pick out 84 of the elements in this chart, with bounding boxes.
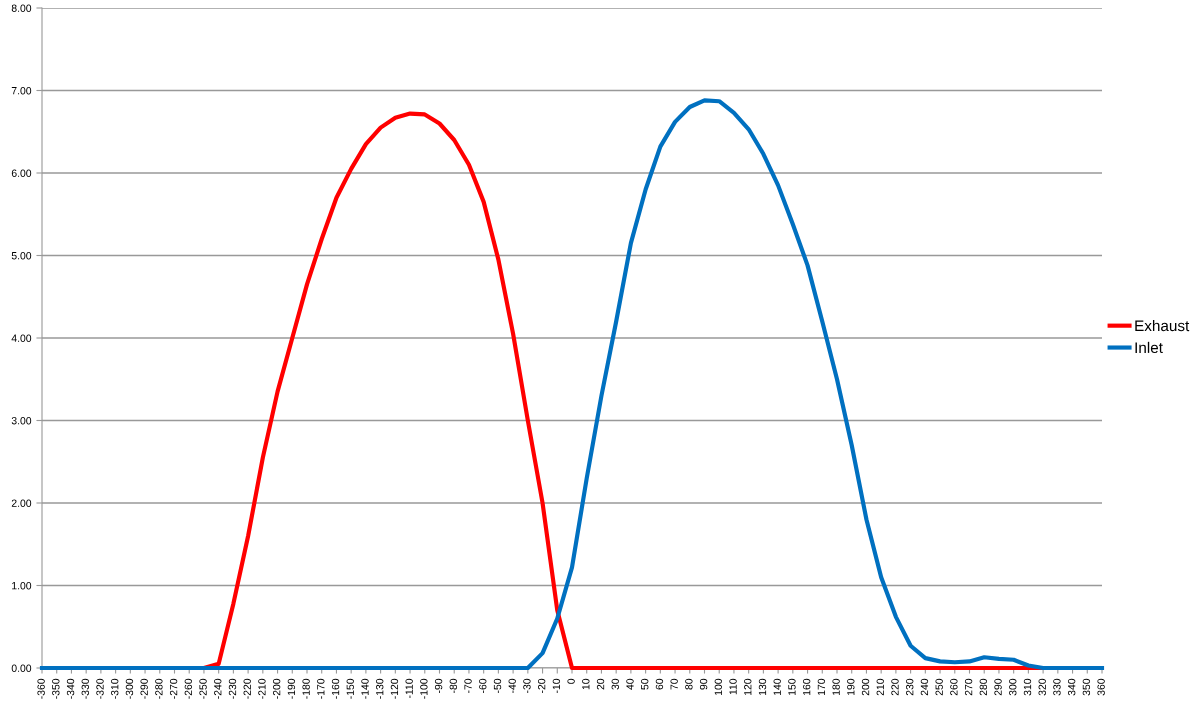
x-tick-label: 240 [920, 678, 929, 696]
x-tick-label: 130 [758, 678, 767, 695]
x-tick-label: 310 [1023, 678, 1032, 696]
x-tick-label: 120 [744, 678, 752, 695]
y-tick-label: 0.00 [11, 664, 32, 672]
x-tick-label: 20 [596, 678, 605, 690]
x-tick-label: -260 [184, 678, 193, 699]
y-tick-label: 7.00 [11, 87, 32, 95]
x-tick-label: 110 [729, 678, 737, 695]
x-tick-label: -130 [376, 678, 384, 699]
x-tick-label: -90 [434, 678, 443, 694]
x-tick-label: 230 [906, 678, 914, 696]
x-tick-label: 80 [685, 678, 693, 690]
x-tick-label: -300 [125, 678, 134, 699]
x-tick-label: -160 [331, 678, 340, 699]
x-tick-label: -210 [258, 678, 266, 699]
x-tick-label: -20 [537, 678, 546, 694]
x-tick-label: 300 [1009, 678, 1017, 696]
y-tick-label: 1.00 [12, 582, 32, 590]
x-tick-label: -310 [111, 678, 119, 699]
x-tick-label: 280 [979, 678, 988, 696]
x-tick-label: 0 [567, 678, 575, 684]
x-tick-label: -320 [96, 678, 104, 699]
x-tick-label: 150 [788, 678, 796, 695]
x-tick-label: 190 [847, 678, 855, 695]
x-tick-label: -360 [37, 678, 45, 699]
x-tick-label: -190 [287, 678, 296, 699]
x-tick-label: -270 [169, 678, 178, 699]
x-tick-label: 250 [935, 678, 943, 696]
x-tick-label: 10 [582, 678, 590, 690]
legend-label: Exhaust [1135, 319, 1190, 332]
x-tick-label: 100 [714, 678, 723, 695]
x-tick-label: 170 [817, 678, 826, 695]
x-tick-label: 360 [1097, 678, 1105, 696]
y-tick-label: 8.00 [11, 4, 32, 12]
x-tick-label: -280 [155, 678, 163, 699]
x-tick-label: -70 [464, 678, 472, 694]
y-tick-label: 3.00 [11, 417, 32, 425]
x-tick-label: 330 [1053, 678, 1061, 696]
x-tick-label: 210 [876, 678, 884, 696]
x-tick-label: 70 [670, 678, 678, 690]
x-tick-label: -220 [243, 678, 251, 699]
x-tick-label: -10 [552, 678, 561, 694]
x-tick-label: 320 [1038, 678, 1046, 696]
x-tick-label: -180 [302, 678, 310, 699]
x-tick-label: -350 [52, 678, 60, 699]
x-tick-label: 90 [699, 678, 708, 690]
x-tick-label: -50 [493, 678, 502, 694]
x-tick-label: -80 [449, 678, 458, 694]
y-tick-label: 4.00 [11, 334, 32, 342]
x-tick-label: 160 [802, 678, 811, 695]
x-tick-label: 220 [891, 678, 899, 696]
x-tick-label: 340 [1067, 678, 1076, 696]
y-tick-label: 5.00 [11, 252, 32, 260]
x-tick-label: -290 [140, 678, 148, 699]
x-tick-label: -60 [479, 678, 487, 694]
legend-label: Inlet [1135, 341, 1163, 354]
x-tick-label: 60 [655, 678, 664, 690]
y-tick-label: 6.00 [11, 169, 32, 177]
x-tick-label: 260 [950, 678, 958, 696]
x-tick-label: 350 [1082, 678, 1091, 696]
x-tick-label: 290 [994, 678, 1002, 696]
x-tick-label: -150 [346, 678, 354, 699]
x-tick-label: -340 [66, 678, 75, 699]
x-tick-label: -330 [81, 678, 89, 699]
x-tick-label: -240 [214, 678, 222, 699]
x-tick-label: -110 [405, 678, 413, 699]
x-tick-label: -140 [361, 678, 369, 699]
x-tick-label: -30 [523, 678, 531, 694]
x-tick-label: 180 [832, 678, 840, 695]
x-tick-label: 270 [964, 678, 973, 696]
x-tick-label: -100 [420, 678, 428, 699]
x-tick-label: -230 [228, 678, 237, 699]
x-tick-label: -250 [199, 678, 207, 699]
y-tick-label: 2.00 [11, 499, 32, 507]
x-tick-label: -120 [390, 678, 399, 699]
x-tick-label: 200 [861, 678, 870, 696]
x-tick-label: 40 [626, 678, 634, 690]
x-tick-label: 140 [773, 678, 781, 695]
x-tick-label: -40 [508, 678, 516, 694]
x-tick-label: -170 [317, 678, 325, 699]
x-tick-label: 50 [641, 678, 649, 690]
x-tick-label: 30 [611, 678, 619, 690]
x-tick-label: -200 [272, 678, 281, 699]
